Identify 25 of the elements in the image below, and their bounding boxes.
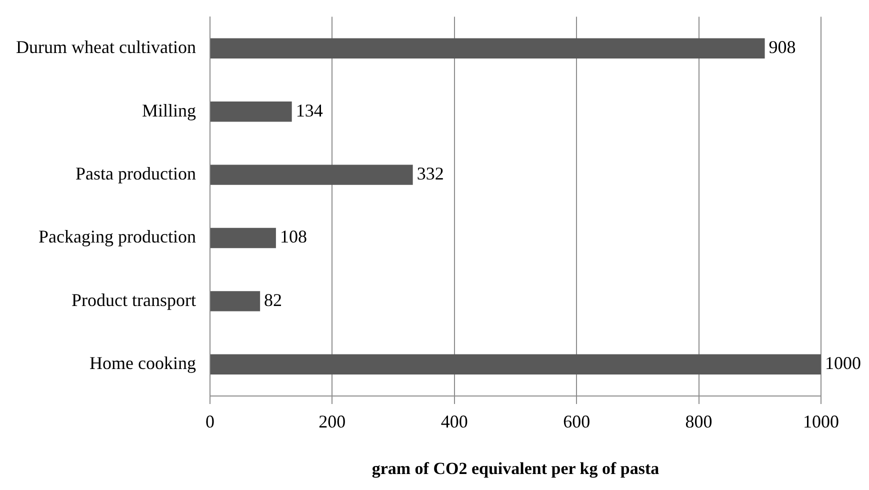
bar <box>210 164 413 185</box>
y-tick-label: Durum wheat cultivation <box>16 37 196 58</box>
x-axis-title: gram of CO2 equivalent per kg of pasta <box>372 459 660 478</box>
data-label: 82 <box>264 290 282 310</box>
data-label: 1000 <box>825 353 861 374</box>
x-tick-label: 0 <box>205 412 214 432</box>
x-tick-label: 400 <box>440 412 468 432</box>
y-tick-label: Pasta production <box>75 164 196 184</box>
x-tick-label: 200 <box>318 412 346 432</box>
y-tick-label: Product transport <box>71 290 196 310</box>
y-tick-label: Home cooking <box>89 353 196 374</box>
data-label: 134 <box>296 100 323 120</box>
bar <box>210 291 260 312</box>
bar <box>210 38 765 59</box>
bar <box>210 228 276 248</box>
x-tick-label: 600 <box>563 412 590 432</box>
data-label: 908 <box>768 37 796 58</box>
data-label: 108 <box>280 226 307 247</box>
x-tick-label: 1000 <box>803 412 839 432</box>
bar <box>210 101 292 122</box>
y-tick-label: Milling <box>142 100 196 120</box>
y-tick-label: Packaging production <box>38 226 196 247</box>
bar <box>210 354 821 375</box>
data-label: 332 <box>416 164 444 184</box>
x-tick-label: 800 <box>685 412 712 432</box>
